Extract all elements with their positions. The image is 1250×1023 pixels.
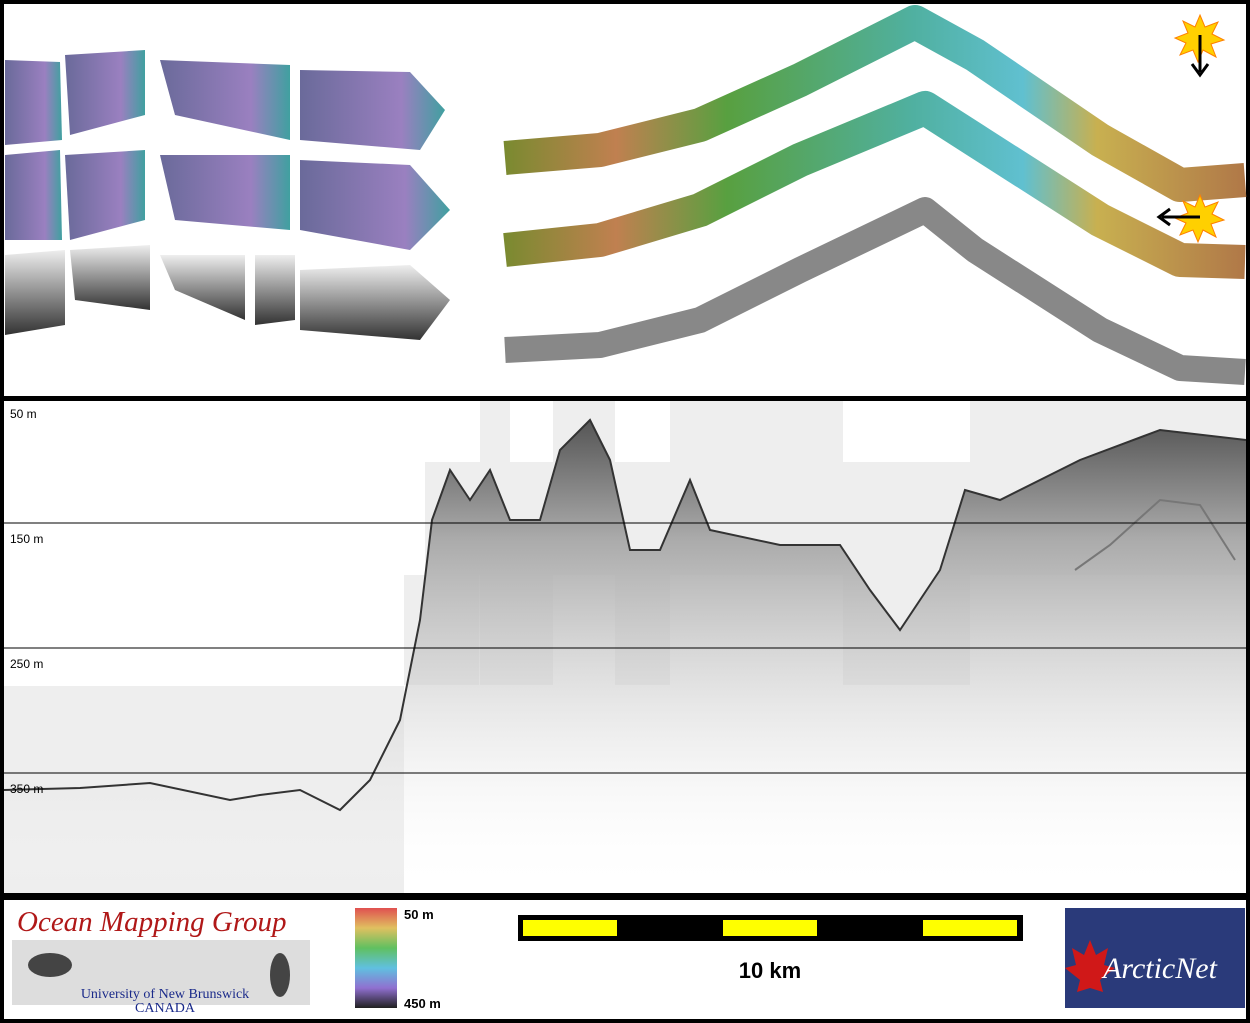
group-country: CANADA <box>135 1001 196 1016</box>
purple-swaths-part <box>300 160 450 250</box>
grey-swaths-part <box>300 265 450 340</box>
purple-swaths-part <box>160 60 290 140</box>
seafloor-line <box>3 418 1247 812</box>
profile-panel: 50 m 150 m 250 m 350 m <box>3 401 1247 893</box>
depth-label: 50 m <box>10 407 37 421</box>
footer: Ocean Mapping Group University of New Br… <box>4 900 1246 1019</box>
scale-bar-part <box>723 920 817 936</box>
sun-icons-part <box>1190 63 1210 78</box>
grey-swaths-part <box>5 250 65 335</box>
purple-swaths-part <box>5 150 62 240</box>
depth-grid <box>4 522 1246 774</box>
depth-label: 150 m <box>10 532 43 546</box>
group-university: University of New Brunswick <box>81 987 249 1002</box>
swath-panel <box>4 4 1247 396</box>
colorbar-top-label: 50 m <box>404 907 434 922</box>
purple-swaths <box>5 50 450 250</box>
scale-bar-part <box>523 920 617 936</box>
arcticnet-logo: ArcticNet <box>1065 908 1245 1008</box>
seafloor-echo <box>4 420 1246 893</box>
purple-swaths-part <box>160 155 290 230</box>
group-title: Ocean Mapping Group <box>17 906 287 938</box>
depth-label: 350 m <box>10 782 43 796</box>
omg-logo-part <box>270 953 290 997</box>
omg-logo: Ocean Mapping Group University of New Br… <box>12 906 310 1016</box>
color-swaths <box>503 5 1247 385</box>
color-swaths-part <box>504 197 1246 385</box>
color-swaths-part <box>503 5 1247 202</box>
purple-swaths-part <box>5 60 62 145</box>
grey-swaths-part <box>70 245 150 310</box>
grey-swaths-part <box>255 255 295 325</box>
color-swaths-part <box>503 91 1246 279</box>
scale-bar-part <box>923 920 1017 936</box>
purple-swaths-part <box>300 70 445 150</box>
sun-icons-part <box>1156 207 1171 227</box>
grey-swaths-part <box>160 255 245 320</box>
arcticnet-logo-part <box>1065 940 1115 992</box>
grey-swaths <box>5 245 450 340</box>
purple-swaths-part <box>65 50 145 135</box>
colorbar <box>355 908 397 1008</box>
sun-icons <box>1156 13 1226 244</box>
purple-swaths-part <box>65 150 145 240</box>
colorbar-bottom-label: 450 m <box>404 996 441 1011</box>
scale-bar <box>518 915 1023 941</box>
logo-text: ArcticNet <box>1101 952 1218 985</box>
omg-logo-part <box>28 953 72 977</box>
depth-label: 250 m <box>10 657 43 671</box>
scale-bar-label: 10 km <box>739 958 801 983</box>
